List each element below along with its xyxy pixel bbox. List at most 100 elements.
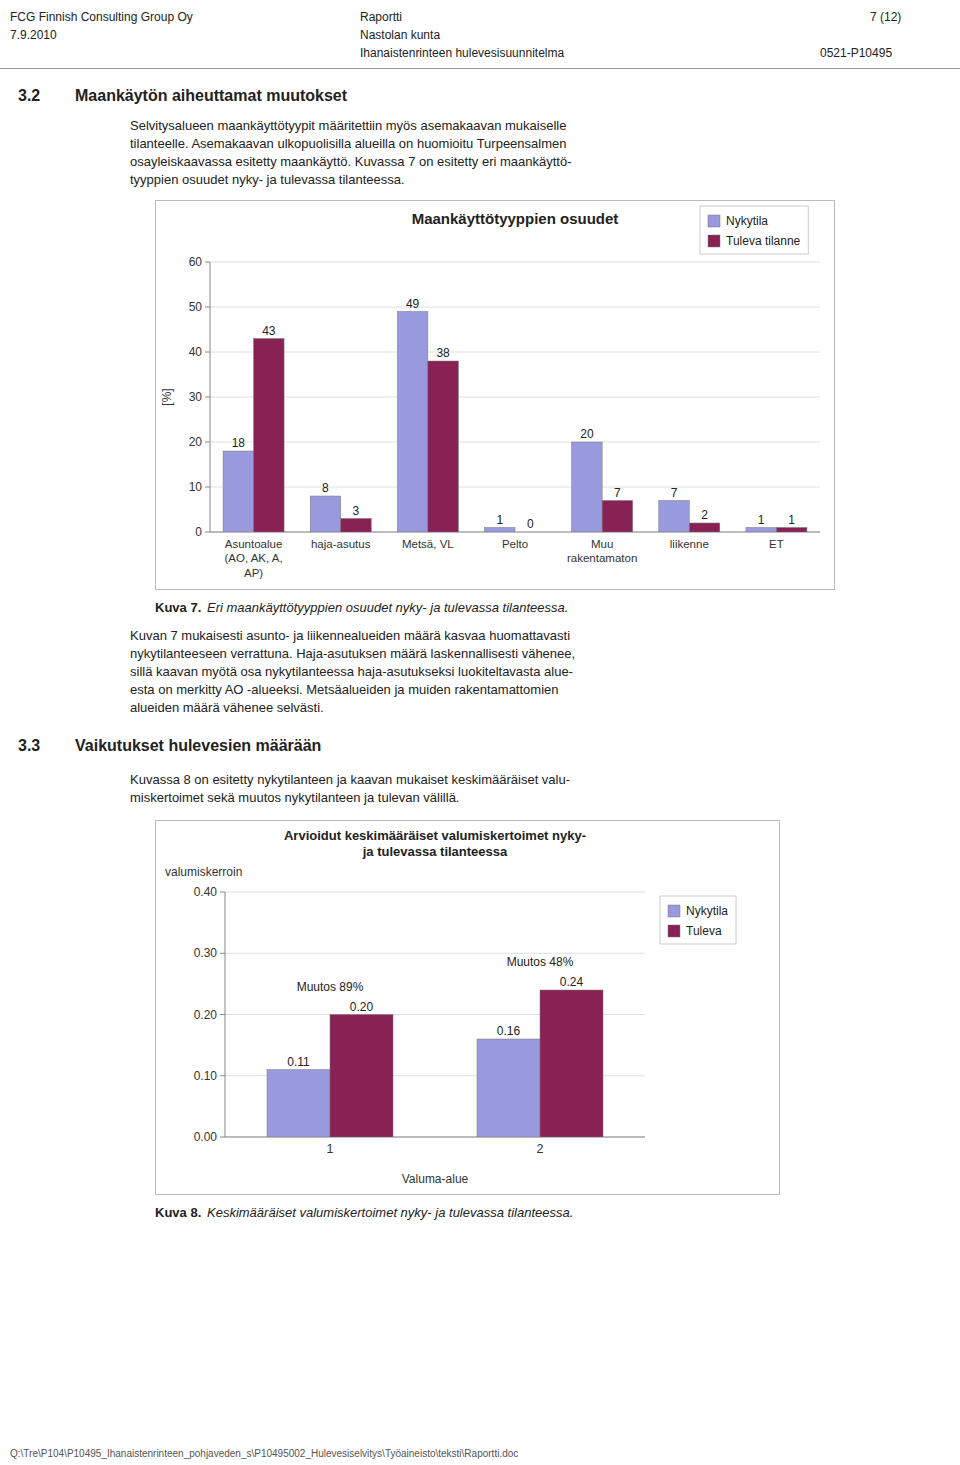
data-label: 1 [758,513,765,527]
chart-title: Maankäyttötyyppien osuudet [412,210,619,227]
y-tick-label: 30 [189,390,203,404]
chart-frame [156,201,835,590]
section-number: 3.3 [18,736,40,755]
y-tick-label: 60 [189,255,203,269]
bars [267,990,603,1137]
legend-swatch [668,905,680,917]
y-tick [220,1075,225,1076]
data-label: 2 [701,508,708,522]
header-text: 7.9.2010 [10,28,57,42]
x-tick-label: 1 [327,1142,334,1156]
grid-line [210,307,820,308]
paragraph-line: Kuvan 7 mukaisesti asunto- ja liikenneal… [130,628,570,644]
data-label: 1 [496,513,503,527]
legend-entry: Tuleva tilanne [726,234,801,248]
paragraph-line: esta on merkitty AO -alueeksi. Metsäalue… [130,682,559,698]
legend-entry: Nykytila [686,904,728,918]
section-title: Maankäytön aiheuttamat muutokset [75,86,347,105]
paragraph-line: miskertoimet sekä muutos nykytilanteen j… [130,790,459,806]
x-tick-label: Metsä, VL [402,538,454,550]
y-tick [205,442,210,443]
bar [254,339,284,533]
bar [540,990,603,1137]
chart: Arvioidut keskimääräiset valumiskertoime… [155,820,780,1195]
chart-frame [156,821,780,1195]
x-tick-label: haja-asutus [311,538,371,550]
grid-line [210,397,820,398]
y-tick [205,397,210,398]
bar [428,361,459,532]
section-number: 3.2 [18,86,40,105]
bar [776,528,807,533]
bar [515,532,546,533]
y-tick-label: 0.20 [194,1008,218,1022]
bar [397,312,428,533]
bar [223,451,254,532]
y-tick [205,352,210,353]
data-label: 7 [671,486,678,500]
caption-label: Kuva 7. [155,600,201,616]
grid-line [225,953,645,954]
bar [659,501,690,533]
chart-title: Arvioidut keskimääräiset valumiskertoime… [284,828,586,859]
data-label: 0.11 [287,1055,310,1069]
x-tick-label: Asuntoalue(AO, AK, A,AP) [224,538,282,579]
bar [602,501,633,533]
data-labels: 1884912071433380721 [232,297,796,532]
caption-label: Kuva 8. [155,1205,201,1221]
legend-box [660,896,736,944]
data-label: 49 [406,297,420,311]
y-tick-label: 0.10 [194,1069,218,1083]
data-label: 38 [436,346,450,360]
annotation: Muutos 48% [507,955,574,969]
data-label: 20 [580,427,594,441]
legend-box [700,206,808,254]
y-tick-label: 10 [189,480,203,494]
grid-line [210,487,820,488]
legend: Nykytila Tuleva [660,896,736,944]
paragraph-line: Kuvassa 8 on esitetty nykytilanteen ja k… [130,772,570,788]
bar [310,496,341,532]
grid-line [210,352,820,353]
data-label: 0 [527,517,534,531]
paragraph-line: osayleiskaavassa esitetty maankäyttö. Ku… [130,154,572,170]
bar [572,442,603,532]
y-tick-label: 0.40 [194,885,218,899]
bars [223,312,807,533]
paragraph-line: alueiden määrä vähenee selvästi. [130,700,324,716]
y-tick [220,1014,225,1015]
data-label: 43 [262,324,276,338]
bar [267,1070,330,1137]
header-text: 0521-P10495 [820,46,892,60]
data-label: 7 [614,486,621,500]
grid-line [225,892,645,893]
data-labels: 0.110.160.200.24 [287,975,583,1069]
y-tick-label: 20 [189,435,203,449]
legend-entry: Tuleva [686,924,722,938]
y-tick-label: 50 [189,300,203,314]
legend-swatch [708,215,720,227]
data-label: 0.24 [560,975,584,989]
paragraph-line: nykytilanteeseen verrattuna. Haja-asutuk… [130,646,575,662]
bar [746,528,777,533]
data-label: 1 [788,513,795,527]
data-label: 8 [322,481,329,495]
y-tick [205,487,210,488]
data-label: 0.20 [350,1000,374,1014]
y-axis-label: valumiskerroin [165,865,242,879]
bar [477,1039,540,1137]
y-axis [225,892,226,1137]
y-tick-label: 0 [195,525,202,539]
y-tick [220,1137,225,1138]
x-tick-label: ET [769,538,784,550]
chart: Maankäyttötyyppien osuudet0102030405060[… [155,200,835,590]
y-tick [205,262,210,263]
grid-line [210,442,820,443]
paragraph-line: sillä kaavan myötä osa nykytilanteessa h… [130,664,573,680]
header-rule [0,68,960,69]
y-tick-label: 0.00 [194,1130,218,1144]
y-tick-label: 40 [189,345,203,359]
x-tick-label: 2 [537,1142,544,1156]
header-text: Ihanaistenrinteen hulevesisuunnitelma [360,46,564,60]
data-label: 18 [232,436,246,450]
